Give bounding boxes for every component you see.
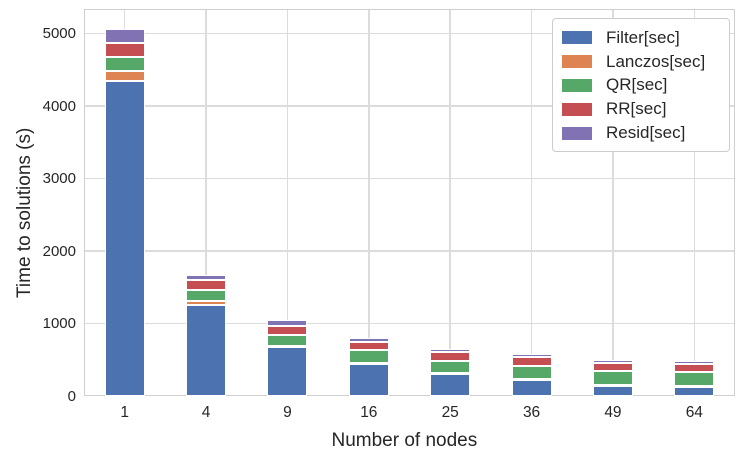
bar-segment-qr-node-64	[674, 371, 715, 387]
legend-label: Lanczos[sec]	[606, 51, 706, 71]
xtick-label-16: 16	[360, 404, 378, 421]
legend-item-filter: Filter[sec]	[562, 26, 717, 50]
ytick-label-1000: 1000	[42, 315, 76, 333]
bar-segment-lanczos-node-49	[592, 384, 633, 387]
bar-segment-resid-node-25	[430, 348, 471, 353]
bar-segment-filter-node-9	[267, 347, 308, 396]
bar-segment-lanczos-node-25	[430, 373, 471, 376]
gridline-x-49	[612, 9, 614, 396]
bar-segment-filter-node-16	[348, 363, 389, 396]
legend-label: QR[sec]	[606, 75, 668, 95]
spine-bottom	[84, 394, 735, 396]
bar-segment-lanczos-node-16	[348, 362, 389, 365]
legend-item-qr: QR[sec]	[562, 74, 717, 98]
x-axis-title: Number of nodes	[331, 430, 478, 451]
bar-segment-rr-node-4	[186, 280, 227, 291]
ytick-label-5000: 5000	[42, 25, 76, 43]
bar-segment-resid-node-16	[348, 337, 389, 342]
legend-label: Filter[sec]	[606, 27, 680, 47]
bar-segment-rr-node-49	[592, 362, 633, 371]
legend-item-rr: RR[sec]	[562, 97, 717, 121]
bar-segment-qr-node-1	[104, 56, 145, 71]
xtick-label-64: 64	[685, 404, 703, 421]
bar-segment-resid-node-36	[511, 353, 552, 358]
bar-segment-filter-node-25	[430, 374, 471, 396]
legend-item-lanczos: Lanczos[sec]	[562, 50, 717, 74]
gridline-x-4	[205, 9, 207, 396]
spine-top	[84, 9, 735, 11]
bar-segment-lanczos-node-64	[674, 386, 715, 389]
xtick-label-25: 25	[441, 404, 459, 421]
bar-segment-filter-node-4	[186, 305, 227, 396]
bar-segment-rr-node-1	[104, 42, 145, 57]
bar-segment-qr-node-4	[186, 290, 227, 302]
bar-segment-resid-node-4	[186, 275, 227, 281]
gridline-x-16	[368, 9, 370, 396]
bar-segment-lanczos-node-4	[186, 301, 227, 306]
ytick-label-2000: 2000	[42, 242, 76, 260]
ytick-label-0: 0	[67, 387, 76, 405]
gridline-y-4000	[84, 105, 735, 107]
spine-left	[84, 9, 86, 396]
bar-segment-qr-node-25	[430, 361, 471, 374]
gridline-y-5000	[84, 32, 735, 35]
legend-swatch-icon	[562, 31, 592, 45]
bar-segment-resid-node-64	[674, 361, 715, 365]
legend-label: RR[sec]	[606, 99, 667, 119]
bar-segment-rr-node-36	[511, 357, 552, 366]
gridline-x-9	[286, 9, 289, 396]
gridline-x-25	[449, 9, 451, 396]
xtick-label-49: 49	[604, 404, 622, 421]
xtick-label-1: 1	[120, 404, 129, 421]
bar-segment-rr-node-64	[674, 364, 715, 372]
bar-segment-rr-node-16	[348, 341, 389, 351]
spine-right	[733, 9, 735, 396]
bar-segment-resid-node-49	[592, 359, 633, 363]
y-axis-title: Time to solutions (s)	[14, 127, 35, 298]
bar-segment-qr-node-36	[511, 365, 552, 379]
gridline-y-3000	[84, 177, 735, 180]
xtick-label-4: 4	[201, 404, 211, 421]
bar-segment-resid-node-9	[267, 320, 308, 327]
ytick-label-3000: 3000	[42, 170, 76, 188]
bar-segment-lanczos-node-1	[104, 70, 145, 81]
gridline-y-1000	[84, 322, 735, 325]
bar-segment-qr-node-49	[592, 370, 633, 385]
gridline-x-36	[530, 9, 533, 396]
bar-segment-filter-node-1	[104, 80, 145, 396]
gridline-y-2000	[84, 250, 735, 252]
gridline-x-64	[693, 9, 696, 396]
legend-swatch-icon	[562, 102, 592, 116]
legend: Filter[sec] Lanczos[sec] QR[sec] RR[sec] Res…	[552, 18, 730, 152]
bar-segment-lanczos-node-9	[267, 345, 308, 348]
bar-segment-resid-node-1	[104, 29, 145, 43]
bar-segment-filter-node-36	[511, 379, 552, 396]
legend-label: Resid[sec]	[606, 123, 686, 143]
legend-swatch-icon	[562, 78, 592, 92]
legend-swatch-icon	[562, 55, 592, 69]
xtick-label-9: 9	[283, 404, 292, 421]
ytick-label-4000: 4000	[42, 97, 76, 115]
legend-item-resid: Resid[sec]	[562, 121, 717, 145]
xtick-label-36: 36	[522, 404, 541, 421]
bar-segment-filter-node-49	[592, 385, 633, 396]
bar-segment-rr-node-25	[430, 352, 471, 362]
bar-segment-qr-node-9	[267, 335, 308, 346]
bar-segment-lanczos-node-36	[511, 378, 552, 381]
bar-segment-qr-node-16	[348, 350, 389, 363]
legend-swatch-icon	[562, 126, 592, 140]
bar-segment-rr-node-9	[267, 326, 308, 336]
